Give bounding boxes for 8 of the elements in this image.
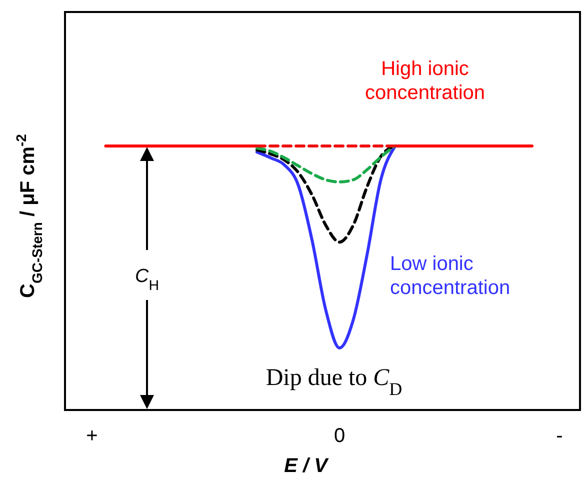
series-label: Low ionic concentration	[390, 253, 510, 299]
x-tick-label: +	[86, 425, 98, 448]
x-tick-label: -	[556, 425, 563, 448]
text: High ionic concentration	[364, 58, 486, 104]
annotation: C$_{H}$	[135, 266, 160, 294]
annotation: Dip due to C$_{D}$	[266, 365, 402, 399]
x-tick-label: 0	[334, 425, 346, 448]
x-axis-title: E / V	[284, 455, 330, 477]
